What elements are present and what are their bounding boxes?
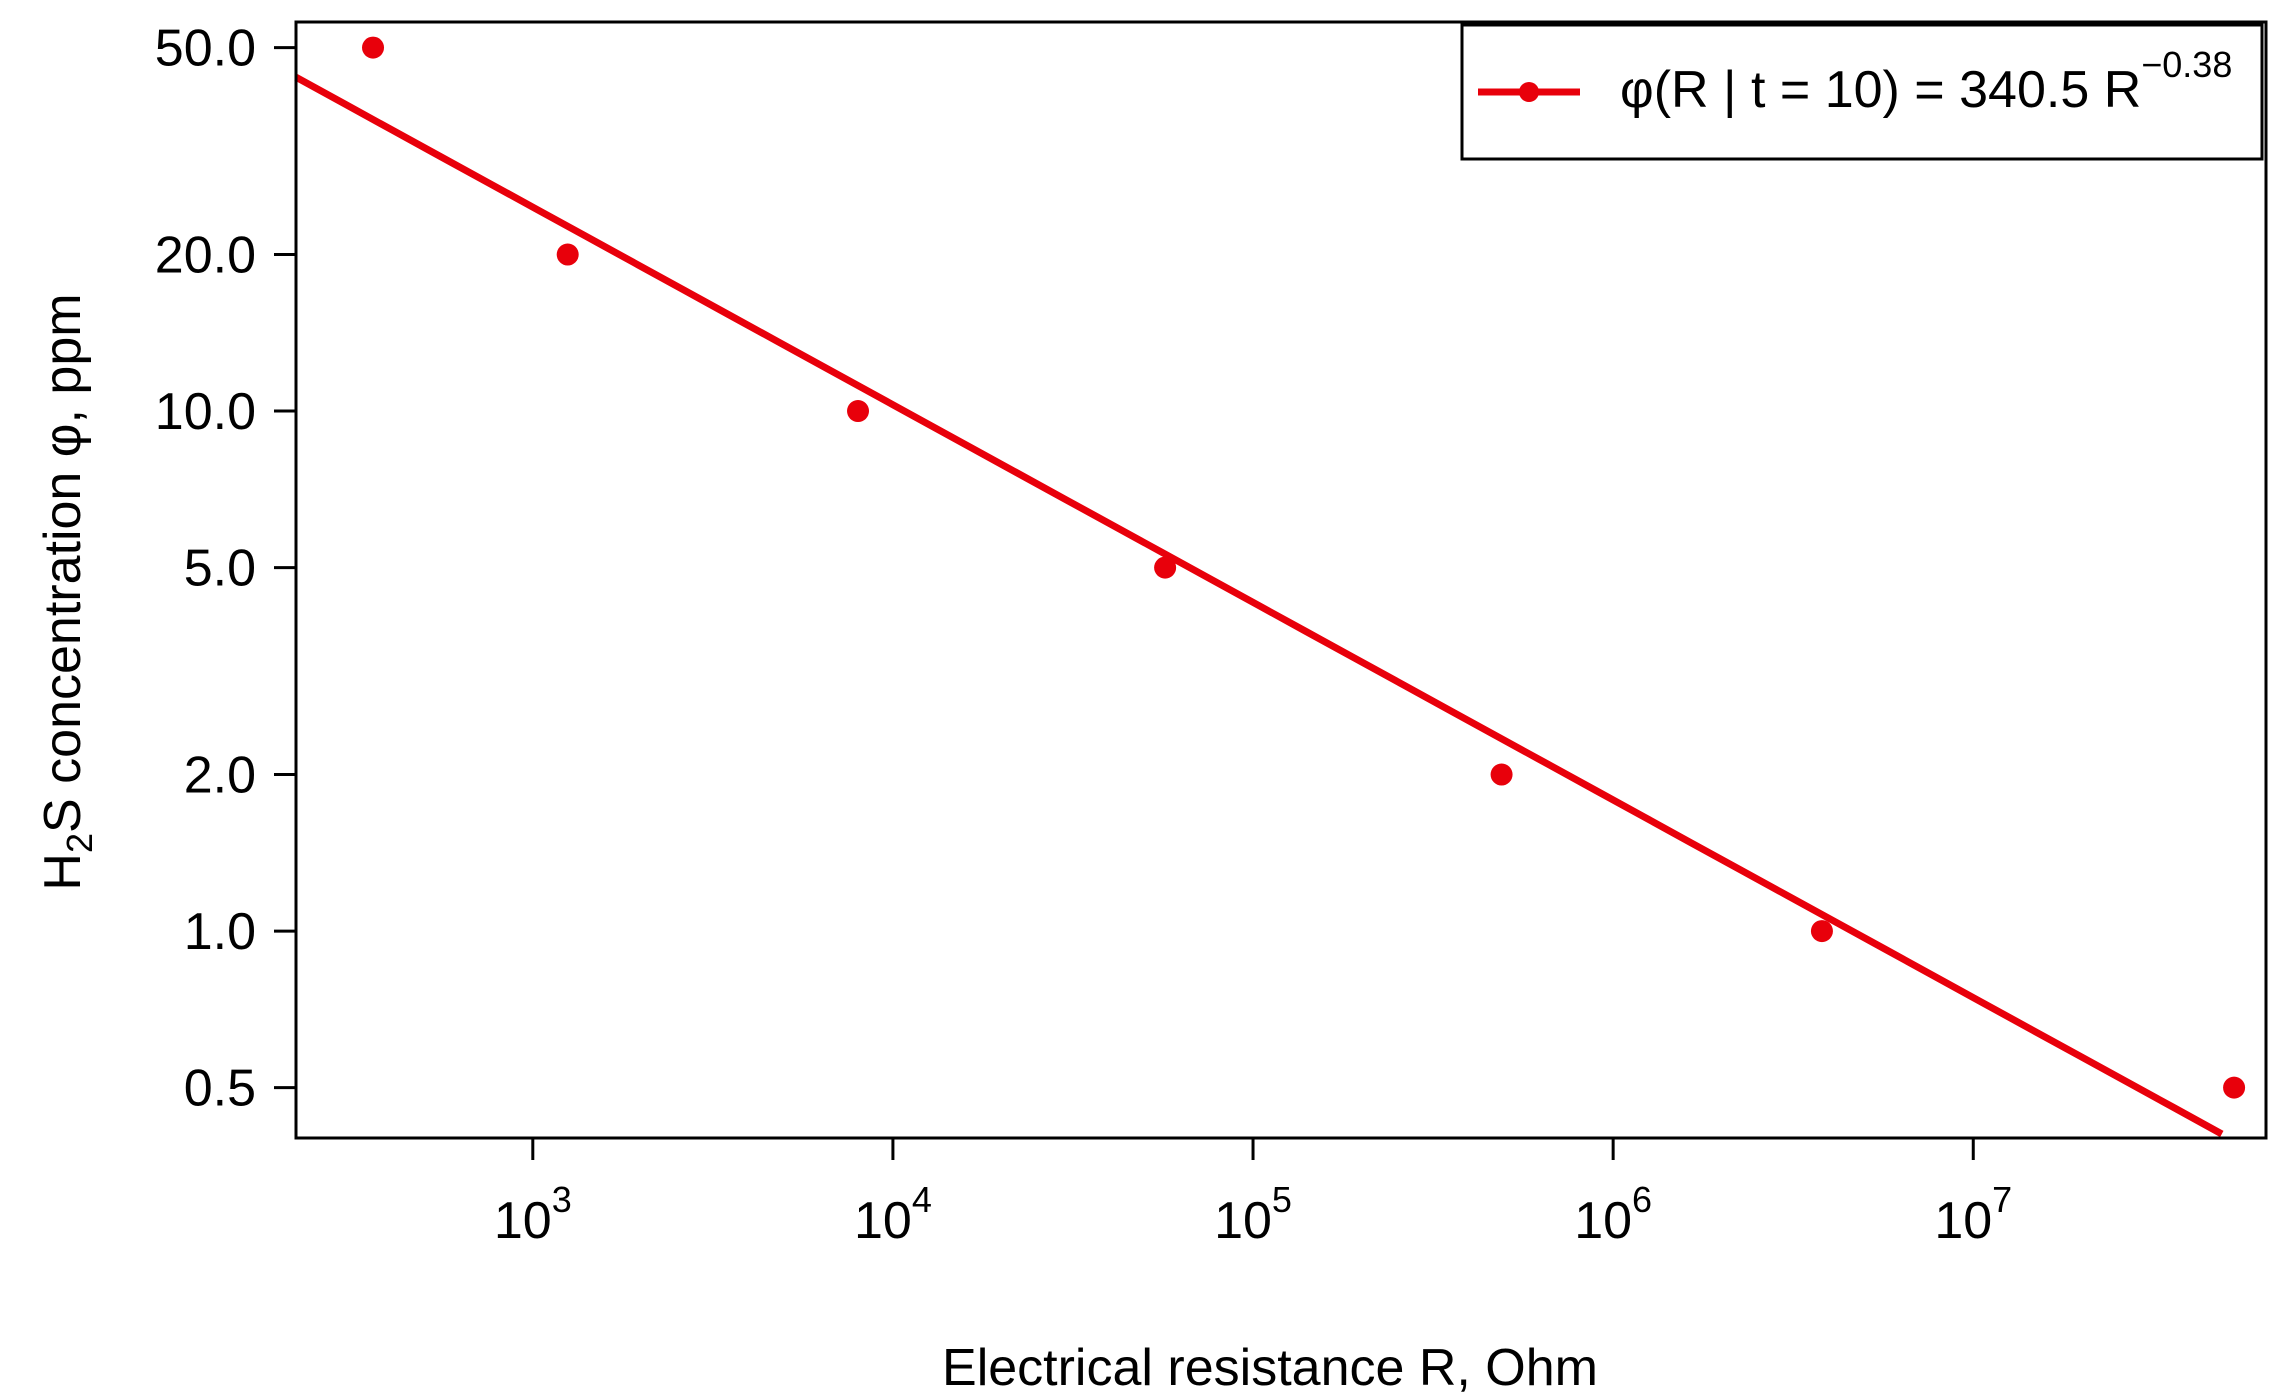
x-tick-label: 105 xyxy=(1214,1179,1292,1250)
x-tick-label-exponent: 4 xyxy=(912,1179,932,1220)
legend-entry: φ(R | t = 10) = 340.5 R−0.38 xyxy=(1620,44,2232,119)
data-point xyxy=(362,36,385,59)
x-tick-label-base: 10 xyxy=(494,1192,552,1250)
chart-marks xyxy=(294,36,2246,1138)
y-tick-label: 50.0 xyxy=(155,20,256,78)
x-tick-label-base: 10 xyxy=(1214,1192,1272,1250)
x-tick-label-exponent: 5 xyxy=(1272,1179,1292,1220)
data-point xyxy=(556,243,579,266)
x-tick-label-base: 10 xyxy=(854,1192,912,1250)
y-tick-label: 20.0 xyxy=(155,227,256,285)
x-tick-label: 103 xyxy=(494,1179,572,1250)
y-axis-title: H2S concentration φ, ppm xyxy=(34,293,100,890)
y-tick-label: 0.5 xyxy=(184,1060,256,1118)
plot-frame xyxy=(294,20,2268,1140)
legend-entry-text: φ(R | t = 10) = 340.5 R xyxy=(1620,61,2141,119)
legend-box xyxy=(1460,23,2264,161)
fit-line xyxy=(294,74,2224,1138)
x-tick-label: 104 xyxy=(854,1179,932,1250)
x-tick-label: 107 xyxy=(1934,1179,2012,1250)
legend-point xyxy=(1519,82,1539,102)
y-tick-label: 10.0 xyxy=(155,383,256,441)
x-axis-title: Electrical resistance R, Ohm xyxy=(942,1339,1598,1397)
legend-entry-exponent: −0.38 xyxy=(2141,44,2232,85)
data-point xyxy=(1154,556,1177,579)
data-point xyxy=(1810,920,1833,943)
y-axis-title-prefix: H xyxy=(34,853,92,891)
data-point xyxy=(847,400,870,423)
data-point xyxy=(1490,763,1513,786)
x-tick-label-base: 10 xyxy=(1574,1192,1632,1250)
y-axis-title-subscript: 2 xyxy=(59,833,100,853)
y-tick-label: 1.0 xyxy=(184,903,256,961)
x-tick-label-base: 10 xyxy=(1934,1192,1992,1250)
legend: φ(R | t = 10) = 340.5 R−0.38 xyxy=(1460,23,2264,161)
data-point xyxy=(2223,1076,2246,1099)
y-axis-title-suffix: S concentration φ, ppm xyxy=(34,293,92,833)
x-tick-label-exponent: 6 xyxy=(1632,1179,1652,1220)
x-tick-label: 106 xyxy=(1574,1179,1652,1250)
x-tick-label-exponent: 7 xyxy=(1992,1179,2012,1220)
x-tick-label-exponent: 3 xyxy=(552,1179,572,1220)
y-tick-label: 2.0 xyxy=(184,747,256,805)
y-tick-label: 5.0 xyxy=(184,540,256,598)
